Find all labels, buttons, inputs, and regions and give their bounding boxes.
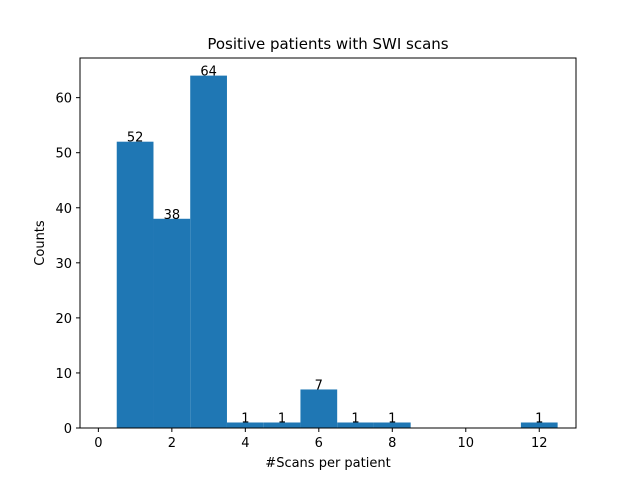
- y-tick-label-0: 0: [64, 422, 72, 437]
- bar-value-label-4: 1: [241, 411, 249, 426]
- bar-5: [263, 422, 301, 428]
- bar-6: [300, 389, 338, 428]
- y-tick-label-50: 50: [55, 147, 72, 162]
- y-axis: 0 10 20 30 40 50 60: [55, 92, 80, 437]
- bar-2: [153, 218, 191, 428]
- bar-value-label-7: 1: [351, 411, 359, 426]
- value-labels-layer: 52 38 64 1 1 7 1 1 1: [127, 65, 544, 427]
- bar-4: [226, 422, 264, 428]
- bar-8: [373, 422, 411, 428]
- x-tick-label-0: 0: [94, 436, 102, 451]
- bar-3: [190, 75, 227, 428]
- x-tick-label-4: 4: [241, 436, 249, 451]
- y-tick-label-10: 10: [55, 367, 72, 382]
- bar-value-label-3: 64: [200, 65, 217, 80]
- x-tick-label-2: 2: [168, 436, 176, 451]
- y-tick-label-20: 20: [55, 312, 72, 327]
- y-tick-label-60: 60: [55, 92, 72, 107]
- chart-title: Positive patients with SWI scans: [207, 35, 448, 53]
- bar-value-label-8: 1: [388, 411, 396, 426]
- x-axis: 0 2 4 6 8 10 12: [94, 428, 548, 451]
- x-tick-label-12: 12: [531, 436, 548, 451]
- bar-12: [520, 422, 558, 428]
- y-tick-label-30: 30: [55, 257, 72, 272]
- x-tick-label-10: 10: [458, 436, 475, 451]
- bar-value-label-2: 38: [164, 208, 181, 223]
- plot-frame: [79, 57, 577, 429]
- y-tick-label-40: 40: [55, 202, 72, 217]
- bar-value-label-1: 52: [127, 131, 144, 146]
- bar-value-label-6: 7: [315, 378, 323, 393]
- bar-7: [337, 422, 374, 428]
- y-axis-title: Counts: [33, 220, 48, 266]
- bar-value-label-12: 1: [535, 411, 543, 426]
- x-axis-title: #Scans per patient: [265, 456, 390, 471]
- x-tick-label-6: 6: [315, 436, 323, 451]
- bars-layer: [116, 75, 558, 428]
- bar-1: [116, 141, 154, 428]
- x-tick-label-8: 8: [388, 436, 396, 451]
- bar-value-label-5: 1: [278, 411, 286, 426]
